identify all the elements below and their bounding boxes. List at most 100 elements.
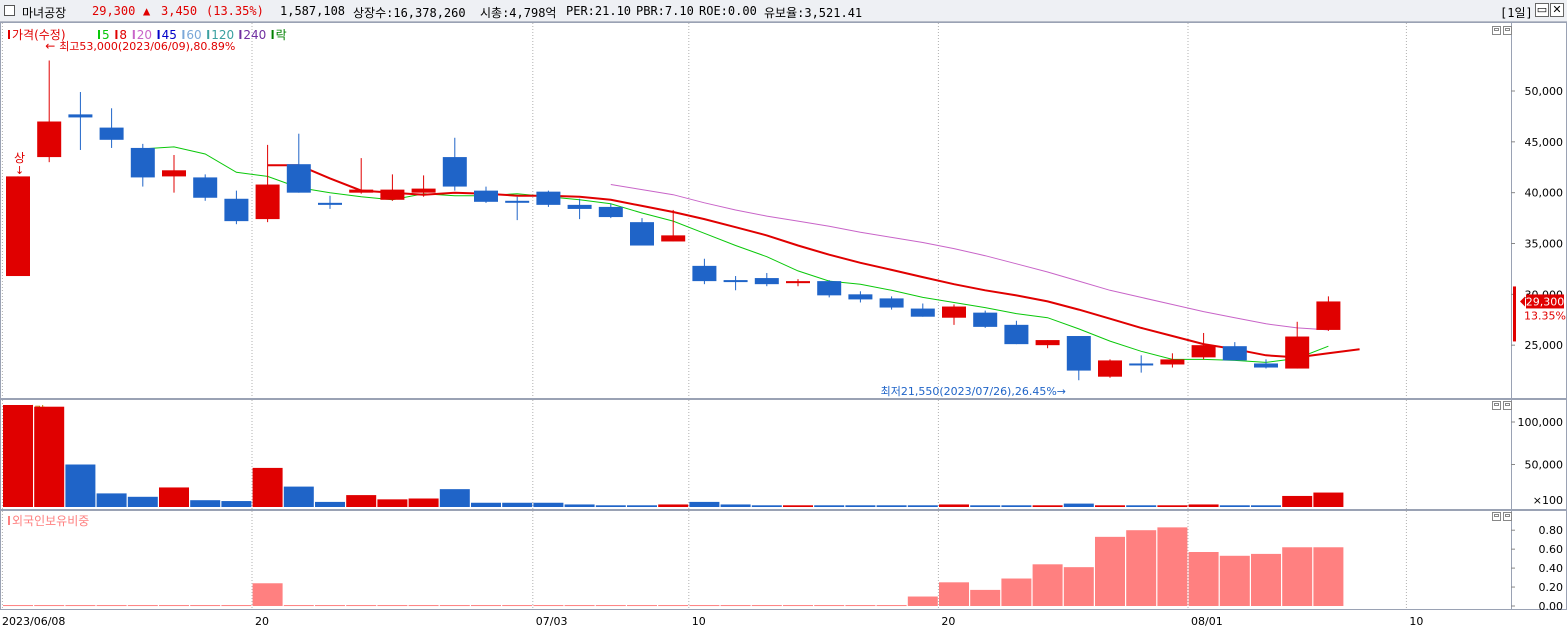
current-price-label: 29,300 [1526, 295, 1565, 308]
select-checkbox[interactable] [4, 5, 15, 16]
candle-body [973, 312, 998, 327]
price-tick-label: 45,000 [1525, 136, 1564, 149]
legend-label: 240 [243, 28, 266, 42]
current-price: 29,300 [92, 4, 136, 18]
volume-tick-label: 100,000 [1518, 416, 1564, 429]
foreign-bar [1032, 564, 1063, 606]
volume-bar [720, 504, 751, 507]
candle-body [286, 164, 311, 193]
candle-body [692, 265, 717, 282]
close-icon[interactable]: ✕ [1550, 3, 1564, 17]
period-selector[interactable]: [1일] [1500, 6, 1533, 20]
candle-body [661, 235, 686, 242]
market-cap: 시총:4,798억 [480, 6, 557, 20]
candle-body [1191, 345, 1216, 358]
legend-label: 20 [137, 28, 152, 42]
candle-body [380, 189, 405, 200]
low-annotation: 최저21,550(2023/07/26),26.45% [881, 385, 1057, 398]
volume-bar [346, 495, 377, 507]
volume-bar [689, 501, 720, 507]
foreign-bar [1157, 527, 1188, 606]
candle-body [1160, 359, 1185, 365]
price-range-bar [1513, 286, 1516, 342]
maximize-icon[interactable]: ▭ [1535, 3, 1549, 17]
foreign-panel-max-icon[interactable] [1492, 512, 1501, 521]
foreign-tick-label: 0.80 [1539, 524, 1564, 537]
volume-bar [1063, 503, 1094, 507]
candle-body [817, 281, 842, 296]
roe-value: ROE:0.00 [699, 4, 757, 18]
volume-bar [1126, 505, 1157, 507]
foreign-bar [221, 605, 252, 607]
candle-body [349, 189, 374, 193]
foreign-bar [1001, 578, 1032, 606]
volume-bar [658, 504, 689, 507]
current-price-pointer-icon [1520, 296, 1525, 307]
change-up-icon: ▲ [143, 4, 151, 18]
volume-panel-max-icon[interactable] [1492, 401, 1501, 410]
price-panel-close-icon[interactable] [1503, 26, 1512, 35]
current-pct-label: 13.35% [1524, 309, 1566, 322]
foreign-bar [127, 605, 158, 607]
volume-bar [1095, 505, 1125, 507]
foreign-bar [907, 596, 938, 606]
foreign-bar [439, 605, 470, 607]
volume-bar [221, 501, 252, 507]
foreign-bar [159, 605, 189, 607]
volume-bar [502, 502, 533, 507]
volume-bar [1157, 505, 1188, 507]
high-annotation: 최고53,000(2023/06/09),80.89% [59, 40, 235, 53]
legend-label: 45 [162, 28, 177, 42]
foreign-bar [346, 605, 377, 607]
reserve-ratio: 유보율:3,521.41 [764, 6, 863, 20]
volume-bar [783, 505, 813, 507]
volume-bar [751, 505, 782, 507]
foreign-bar [595, 605, 626, 607]
candle-body [1222, 346, 1247, 361]
stock-chart: 25,00030,00035,00040,00045,00050,000가격(수… [0, 22, 1567, 628]
volume-bar [315, 501, 345, 507]
foreign-bar [1063, 567, 1094, 606]
ma20-line [267, 164, 1360, 359]
legend-swatch [98, 30, 100, 39]
volume-bar [533, 502, 564, 507]
candle-body [786, 281, 810, 284]
candle-body [1129, 363, 1154, 366]
candle-body [1254, 363, 1278, 368]
candle-body [1316, 301, 1341, 330]
volume-bar [190, 500, 221, 507]
volume-bar [845, 505, 876, 507]
foreign-bar [3, 605, 33, 607]
volume-bar [627, 505, 657, 507]
volume-bar [1219, 505, 1250, 507]
candle-body [442, 157, 467, 187]
foreign-bar [970, 589, 1001, 606]
volume-bar [1282, 495, 1313, 507]
volume-bar [252, 467, 283, 507]
foreign-panel-close-icon[interactable] [1503, 512, 1512, 521]
foreign-bar [1219, 555, 1250, 606]
candle-body [598, 206, 623, 218]
listed-shares: 상장수:16,378,260 [353, 6, 466, 20]
volume-bar [471, 502, 501, 507]
volume-bar [1001, 505, 1032, 507]
volume-bar [970, 505, 1001, 507]
candle-body [1004, 324, 1029, 345]
foreign-bar [502, 605, 533, 607]
foreign-legend-swatch [8, 516, 10, 525]
price-panel-max-icon[interactable] [1492, 26, 1501, 35]
candle-body [99, 127, 124, 140]
date-axis-label: 08/01 [1191, 615, 1223, 628]
legend-swatch [132, 30, 135, 39]
volume-panel-close-icon[interactable] [1503, 401, 1512, 410]
foreign-bar [845, 605, 876, 607]
foreign-bar [65, 605, 96, 607]
foreign-bar [283, 605, 314, 607]
volume-bar [96, 493, 127, 507]
legend-label: 8 [119, 28, 127, 42]
foreign-bar [533, 605, 564, 607]
price-change: 3,450 [161, 4, 198, 18]
foreign-bar [939, 582, 969, 606]
foreign-bar [1095, 536, 1125, 606]
volume-bar [1032, 505, 1063, 507]
